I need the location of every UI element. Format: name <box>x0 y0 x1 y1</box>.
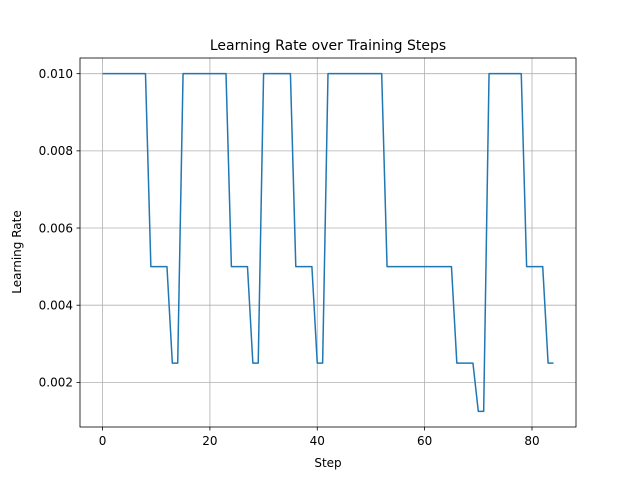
y-tick-label: 0.010 <box>39 67 73 81</box>
x-tick-label: 40 <box>310 434 325 448</box>
y-tick-label: 0.008 <box>39 144 73 158</box>
x-tick-label: 80 <box>524 434 539 448</box>
x-tick-label: 0 <box>99 434 107 448</box>
chart-title: Learning Rate over Training Steps <box>210 38 446 54</box>
y-axis-label: Learning Rate <box>10 210 24 293</box>
y-tick-label: 0.002 <box>39 376 73 390</box>
x-tick-label: 60 <box>417 434 432 448</box>
x-axis-label: Step <box>314 456 341 470</box>
axis-ticks: 0 20 40 60 80 0.002 0.004 0.006 0.008 0.010 <box>39 67 540 448</box>
y-tick-label: 0.006 <box>39 221 73 235</box>
x-tick-label: 20 <box>202 434 217 448</box>
plot-frame <box>79 57 577 428</box>
y-tick-label: 0.004 <box>39 299 73 313</box>
series-layer <box>102 72 554 413</box>
series-line <box>102 72 554 413</box>
